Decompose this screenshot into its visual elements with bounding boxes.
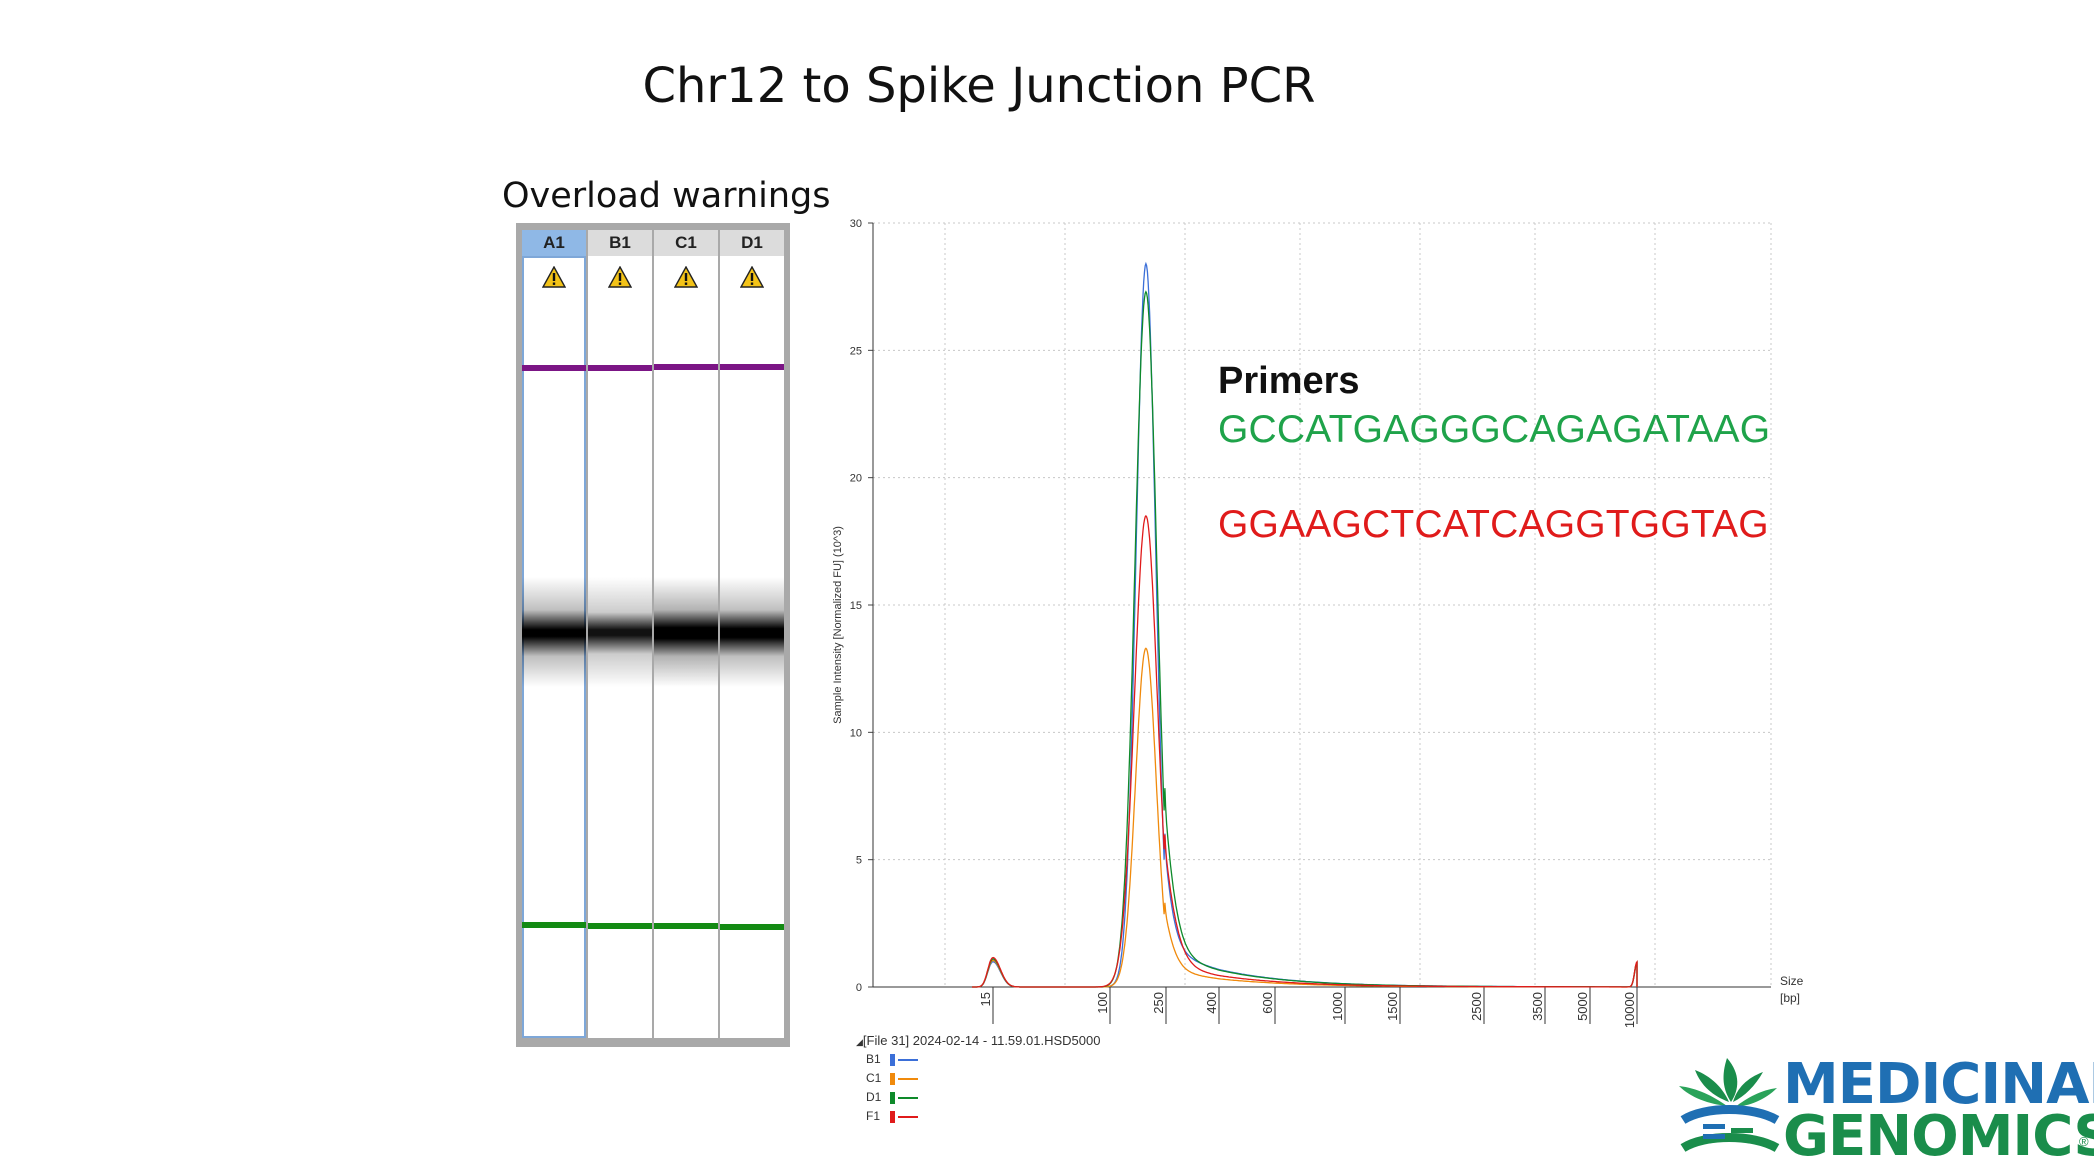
legend-swatch <box>890 1073 895 1085</box>
x-tick-label: 250 <box>1151 992 1166 1014</box>
y-tick-label: 15 <box>850 600 862 612</box>
pcr-product-band <box>720 577 784 687</box>
upper-marker-band <box>588 365 652 371</box>
warning-triangle-icon <box>608 266 632 288</box>
slide-title: Chr12 to Spike Junction PCR <box>642 58 1316 114</box>
x-tick-label: 3500 <box>1530 992 1545 1021</box>
gel-lane-c1[interactable] <box>654 256 718 1038</box>
legend-item-label: C1 <box>866 1071 882 1085</box>
y-tick-label: 30 <box>850 218 862 230</box>
lane-header-c1[interactable]: C1 <box>654 230 718 256</box>
x-tick-label: 15 <box>978 992 993 1006</box>
legend-line <box>898 1059 918 1061</box>
forward-primer-sequence: GCCATGAGGGCAGAGATAAG <box>1218 408 1771 451</box>
legend-item-label: D1 <box>866 1090 882 1104</box>
upper-marker-band <box>654 364 718 370</box>
lower-marker-band <box>588 923 652 929</box>
legend-item-label: F1 <box>866 1109 881 1123</box>
x-axis-label-size: Size <box>1780 974 1804 988</box>
series-line-c1 <box>972 647 1638 988</box>
y-tick-label: 25 <box>850 345 862 357</box>
x-tick-label: 600 <box>1260 992 1275 1014</box>
y-tick-label: 10 <box>850 727 862 739</box>
legend-line <box>898 1116 918 1118</box>
x-tick-label: 2500 <box>1469 992 1484 1021</box>
legend-swatch <box>890 1092 895 1104</box>
lower-marker-band <box>522 922 586 928</box>
reverse-primer-sequence: GGAAGCTCATCAGGTGGTAG <box>1218 503 1769 546</box>
warning-triangle-icon <box>542 266 566 288</box>
y-tick-label: 0 <box>856 982 862 994</box>
lane-header-a1[interactable]: A1 <box>522 230 586 256</box>
logo-text-genomics: GENOMICS <box>1783 1104 2094 1169</box>
legend-item-d1[interactable]: D1 <box>866 1089 918 1105</box>
gel-lane-a1[interactable] <box>522 256 586 1038</box>
lower-marker-band <box>654 923 718 929</box>
series-line-f1 <box>972 514 1638 988</box>
x-tick-label: 100 <box>1095 992 1110 1014</box>
legend-item-b1[interactable]: B1 <box>866 1051 918 1067</box>
lane-header-b1[interactable]: B1 <box>588 230 652 256</box>
x-tick-label: 1500 <box>1385 992 1400 1021</box>
gel-image: A1 B1 C1 D1 <box>516 223 790 1047</box>
y-tick-label: 5 <box>856 855 862 867</box>
legend-swatch <box>890 1111 895 1123</box>
x-tick-label: 1000 <box>1330 992 1345 1021</box>
file-label: ◢[File 31] 2024-02-14 - 11.59.01.HSD5000 <box>856 1033 1101 1048</box>
warning-triangle-icon <box>674 266 698 288</box>
y-axis-label: Sample Intensity [Normalized FU] (10^3) <box>832 526 844 724</box>
x-axis-label-unit: [bp] <box>1780 991 1800 1005</box>
registered-mark: ® <box>2079 1134 2089 1149</box>
legend-line <box>898 1078 918 1080</box>
legend-item-f1[interactable]: F1 <box>866 1108 918 1124</box>
pcr-product-band <box>522 577 586 687</box>
legend-item-label: B1 <box>866 1052 881 1066</box>
pcr-product-band <box>588 577 652 687</box>
logo-text-medicinal: MEDICINAL <box>1783 1052 2094 1117</box>
gel-lane-b1[interactable] <box>588 256 652 1038</box>
lower-marker-band <box>720 924 784 930</box>
x-tick-label: 10000 <box>1622 992 1637 1028</box>
y-tick-label: 20 <box>850 473 862 485</box>
upper-marker-band <box>522 365 586 371</box>
collapse-arrow-icon[interactable]: ◢ <box>856 1037 863 1047</box>
legend-item-c1[interactable]: C1 <box>866 1070 918 1086</box>
upper-marker-band <box>720 364 784 370</box>
warning-triangle-icon <box>740 266 764 288</box>
gel-lane-d1[interactable] <box>720 256 784 1038</box>
medicinal-genomics-logo-icon <box>1679 1058 1780 1153</box>
legend-swatch <box>890 1054 895 1066</box>
x-tick-label: 400 <box>1204 992 1219 1014</box>
legend-line <box>898 1097 918 1099</box>
pcr-product-band <box>654 577 718 687</box>
primers-heading: Primers <box>1218 360 1360 402</box>
x-tick-label: 5000 <box>1575 992 1590 1021</box>
overload-warnings-label: Overload warnings <box>502 176 831 216</box>
lane-header-d1[interactable]: D1 <box>720 230 784 256</box>
